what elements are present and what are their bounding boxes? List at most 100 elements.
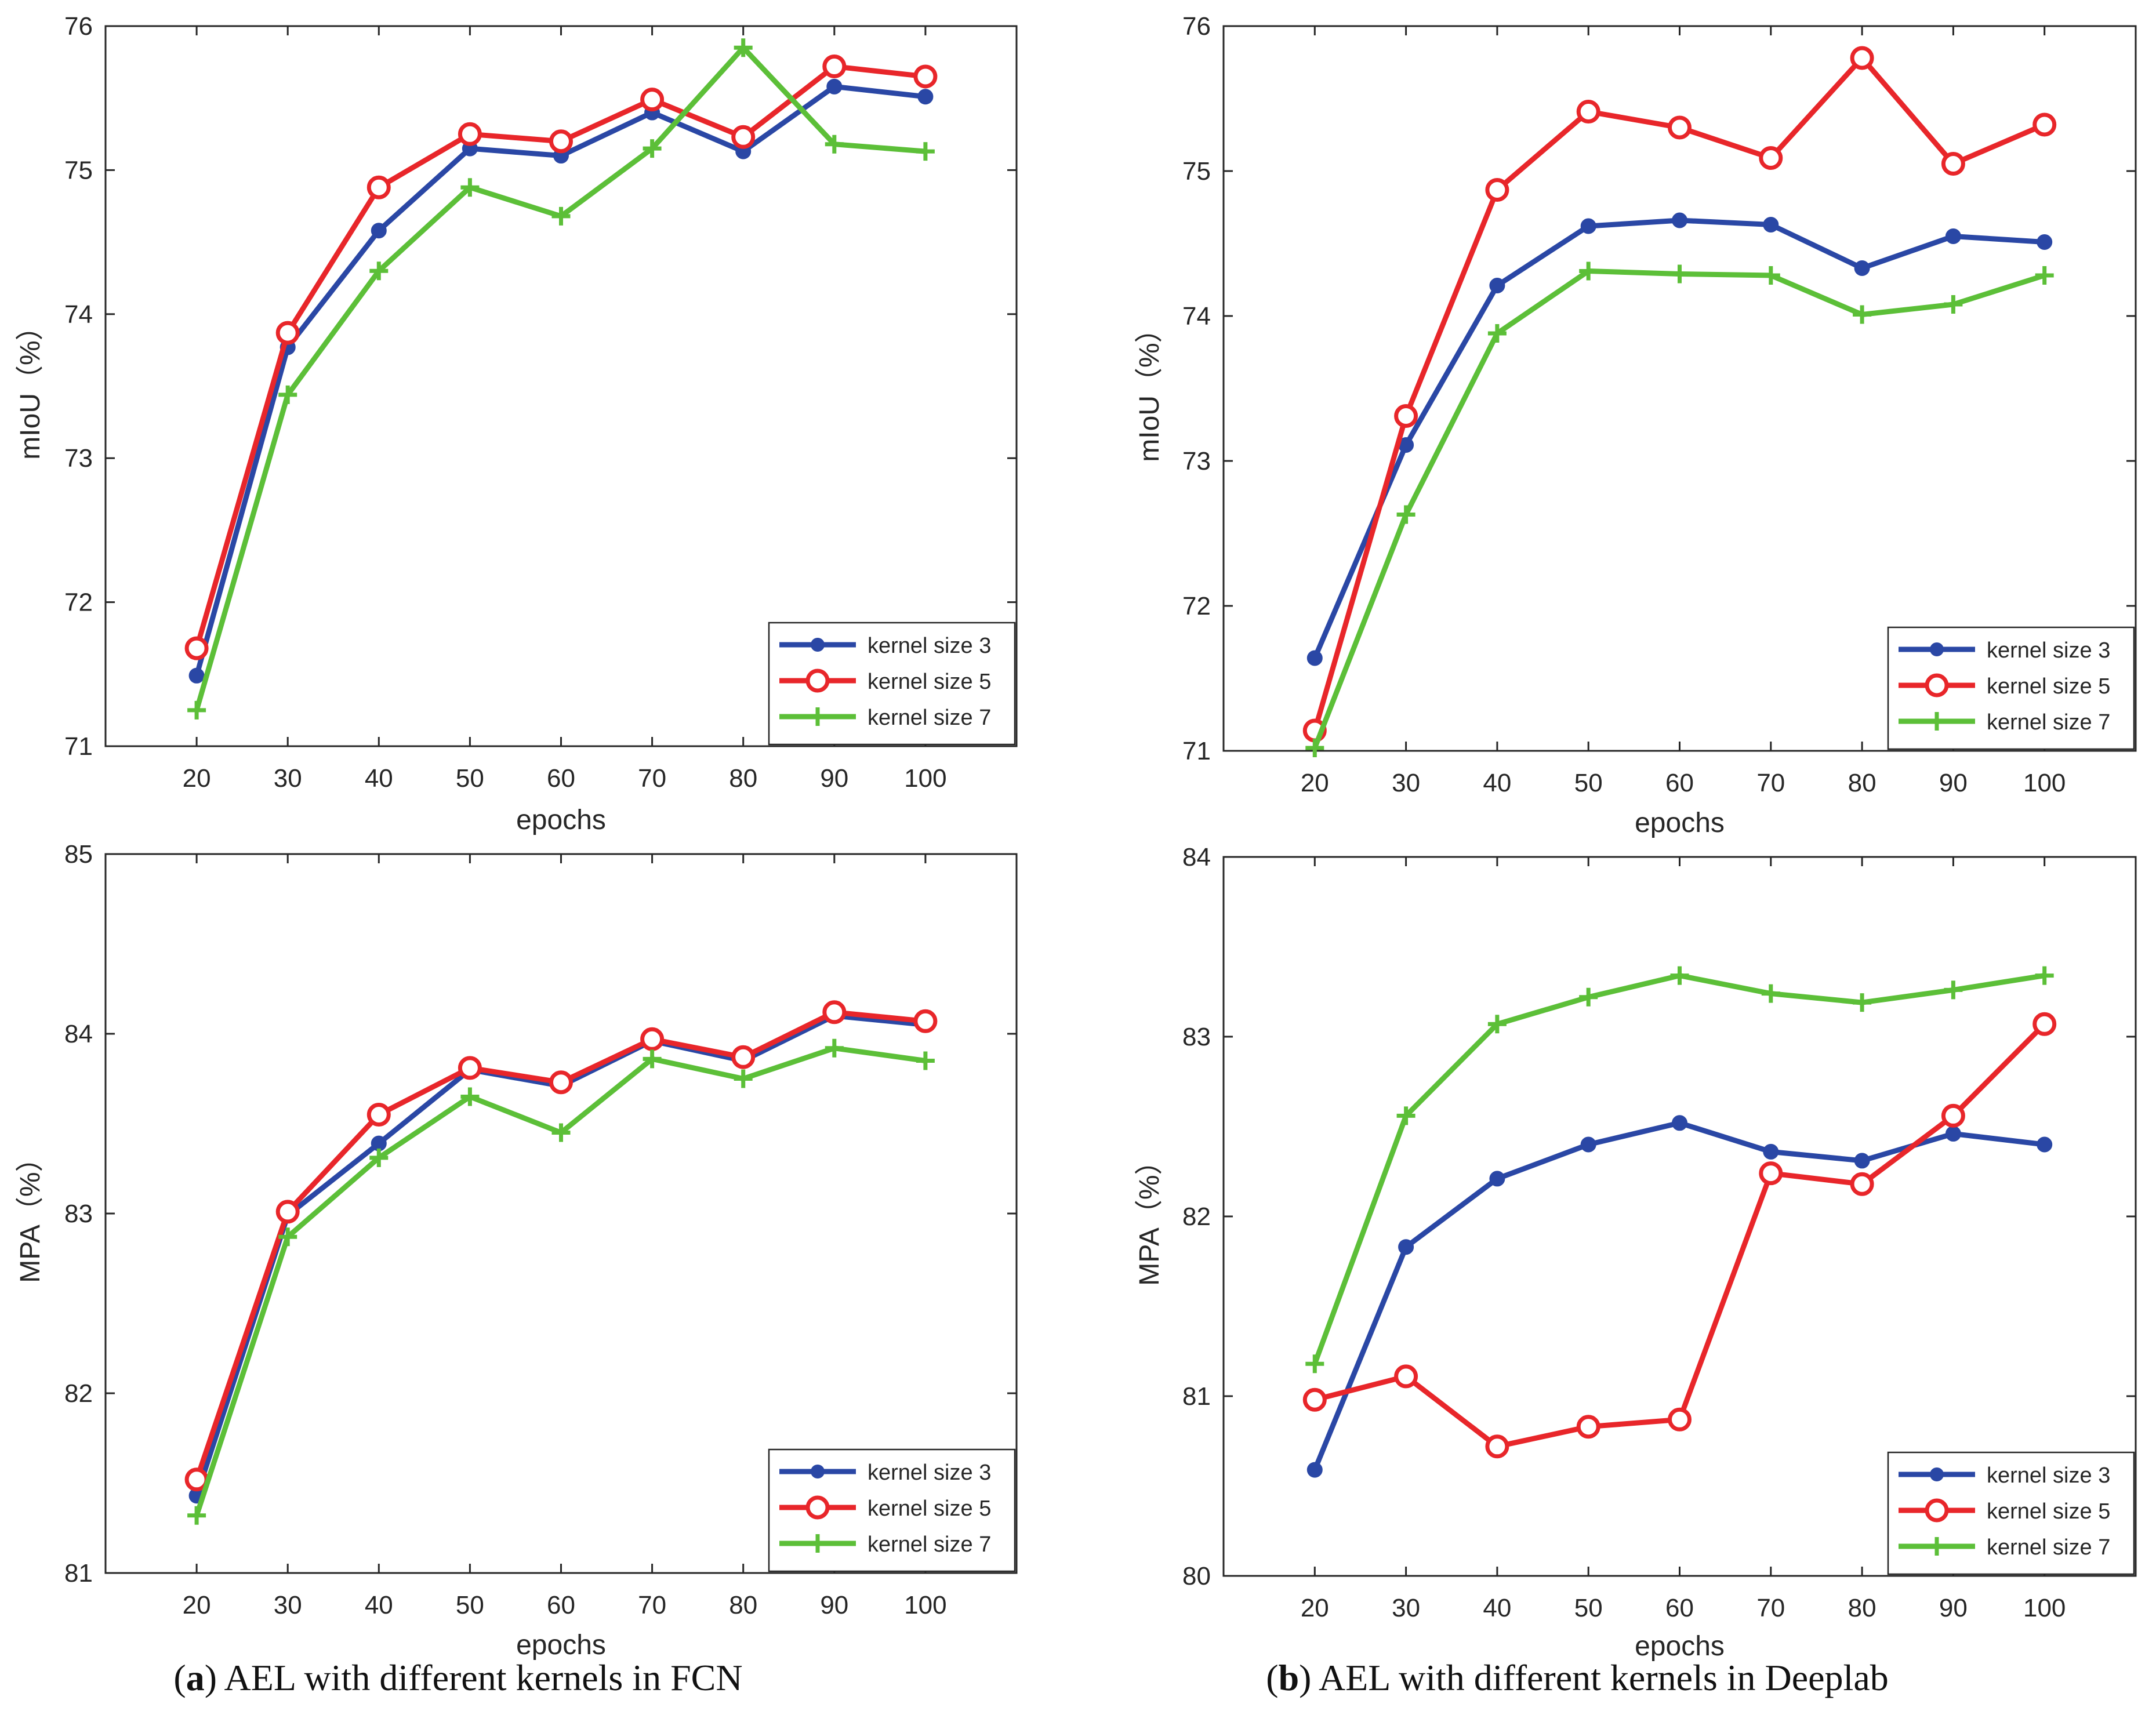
y-tick-label: 72 bbox=[64, 588, 93, 617]
x-tick-label: 80 bbox=[1848, 769, 1876, 797]
data-point bbox=[369, 261, 389, 281]
x-tick-label: 40 bbox=[365, 764, 393, 793]
data-point bbox=[1668, 1407, 1692, 1432]
data-point bbox=[371, 223, 387, 239]
y-tick-label: 72 bbox=[1182, 592, 1211, 620]
x-tick-label: 20 bbox=[183, 764, 211, 793]
caption-a-text: AEL with different kernels in FCN bbox=[224, 1657, 743, 1698]
data-point bbox=[1489, 278, 1505, 293]
x-tick-label: 30 bbox=[1392, 1594, 1420, 1622]
series-kernel-size-3 bbox=[188, 78, 934, 684]
data-point bbox=[1580, 1136, 1596, 1153]
caption-a-close-paren: ) bbox=[205, 1657, 224, 1698]
y-axis-label: MPA（%） bbox=[1134, 1147, 1165, 1285]
data-point bbox=[822, 1000, 847, 1025]
data-point bbox=[460, 1087, 480, 1106]
legend-item: kernel size 7 bbox=[779, 1532, 991, 1557]
series-kernel-size-3 bbox=[1306, 1115, 2053, 1478]
legend-marker bbox=[808, 1534, 827, 1553]
data-point bbox=[188, 667, 205, 684]
legend-label: kernel size 7 bbox=[1987, 710, 2110, 735]
y-tick-label: 82 bbox=[64, 1379, 93, 1408]
data-point bbox=[369, 1148, 389, 1167]
data-point bbox=[1487, 1015, 1507, 1034]
legend-label: kernel size 7 bbox=[868, 1532, 991, 1557]
series-kernel-size-5 bbox=[184, 55, 938, 660]
data-point bbox=[826, 78, 843, 95]
data-point bbox=[1306, 1462, 1323, 1478]
y-tick-label: 81 bbox=[1182, 1382, 1211, 1411]
series-kernel-size-7 bbox=[187, 38, 935, 720]
y-tick-label: 82 bbox=[1182, 1203, 1211, 1231]
legend-marker bbox=[1928, 712, 1946, 731]
legend-label: kernel size 5 bbox=[1987, 674, 2110, 699]
data-point bbox=[1853, 993, 1872, 1012]
y-axis-label: MPA（%） bbox=[15, 1144, 46, 1283]
data-point bbox=[913, 1009, 938, 1033]
legend-item: kernel size 7 bbox=[1899, 710, 2110, 735]
data-point bbox=[640, 1027, 665, 1051]
legend-label: kernel size 7 bbox=[868, 706, 991, 730]
x-tick-label: 50 bbox=[1574, 769, 1603, 797]
x-tick-label: 70 bbox=[1756, 769, 1785, 797]
x-tick-label: 100 bbox=[2023, 769, 2066, 797]
data-point bbox=[734, 1069, 753, 1088]
series-kernel-size-5 bbox=[1302, 1012, 2057, 1459]
x-tick-label: 60 bbox=[547, 1591, 575, 1619]
caption-b-text: AEL with different kernels in Deeplab bbox=[1319, 1657, 1889, 1698]
data-point bbox=[458, 1056, 482, 1080]
x-tick-label: 80 bbox=[1848, 1594, 1876, 1622]
data-point bbox=[460, 178, 480, 197]
y-tick-label: 73 bbox=[1182, 447, 1211, 475]
caption-a-label: a bbox=[186, 1657, 205, 1698]
legend-label: kernel size 7 bbox=[1987, 1535, 2110, 1560]
data-point bbox=[1580, 218, 1596, 234]
x-tick-label: 90 bbox=[1939, 1594, 1968, 1622]
y-tick-label: 81 bbox=[64, 1559, 93, 1587]
caption-b-open-paren: ( bbox=[1266, 1657, 1278, 1698]
data-point bbox=[1853, 305, 1872, 324]
x-tick-label: 50 bbox=[456, 1591, 484, 1619]
data-point bbox=[1941, 152, 1965, 176]
legend-marker bbox=[1928, 1537, 1946, 1556]
data-point bbox=[2032, 1012, 2057, 1036]
x-tick-label: 30 bbox=[1392, 769, 1420, 797]
x-tick-label: 70 bbox=[638, 764, 666, 793]
data-point bbox=[1941, 1103, 1965, 1128]
data-point bbox=[1306, 650, 1323, 666]
series-kernel-size-5 bbox=[1302, 46, 2057, 743]
legend-item: kernel size 7 bbox=[779, 706, 991, 730]
legend: kernel size 3 kernel size 5 kernel size 7 bbox=[768, 1448, 1016, 1572]
x-tick-label: 90 bbox=[820, 1591, 848, 1619]
y-tick-label: 73 bbox=[64, 444, 93, 473]
data-point bbox=[1759, 1161, 1783, 1186]
data-point bbox=[734, 38, 753, 57]
y-tick-label: 83 bbox=[1182, 1023, 1211, 1051]
legend-label: kernel size 5 bbox=[868, 670, 991, 694]
legend-label: kernel size 3 bbox=[1987, 638, 2110, 663]
x-tick-label: 60 bbox=[547, 764, 575, 793]
series-kernel-size-3 bbox=[1306, 212, 2053, 666]
x-axis-label: epochs bbox=[516, 1630, 606, 1661]
data-point bbox=[1398, 1239, 1414, 1255]
data-point bbox=[916, 1051, 935, 1070]
caption-b: (b) AEL with different kernels in Deepla… bbox=[1266, 1657, 1888, 1698]
data-point bbox=[549, 1070, 573, 1095]
y-tick-label: 80 bbox=[1182, 1562, 1211, 1590]
data-point bbox=[1670, 264, 1689, 284]
legend: kernel size 3 kernel size 5 kernel size 7 bbox=[1887, 1451, 2135, 1575]
data-point bbox=[549, 129, 573, 154]
data-point bbox=[1485, 1434, 1509, 1459]
x-tick-label: 50 bbox=[1574, 1594, 1603, 1622]
data-point bbox=[1305, 1354, 1324, 1374]
data-point bbox=[551, 206, 571, 226]
x-tick-label: 40 bbox=[365, 1591, 393, 1619]
legend-item: kernel size 5 bbox=[1899, 673, 2110, 699]
data-point bbox=[1759, 146, 1783, 170]
data-point bbox=[371, 1135, 387, 1151]
data-point bbox=[1579, 261, 1598, 281]
data-point bbox=[643, 139, 662, 158]
y-axis-label: mIoU（%） bbox=[15, 313, 46, 459]
y-tick-label: 75 bbox=[64, 156, 93, 184]
